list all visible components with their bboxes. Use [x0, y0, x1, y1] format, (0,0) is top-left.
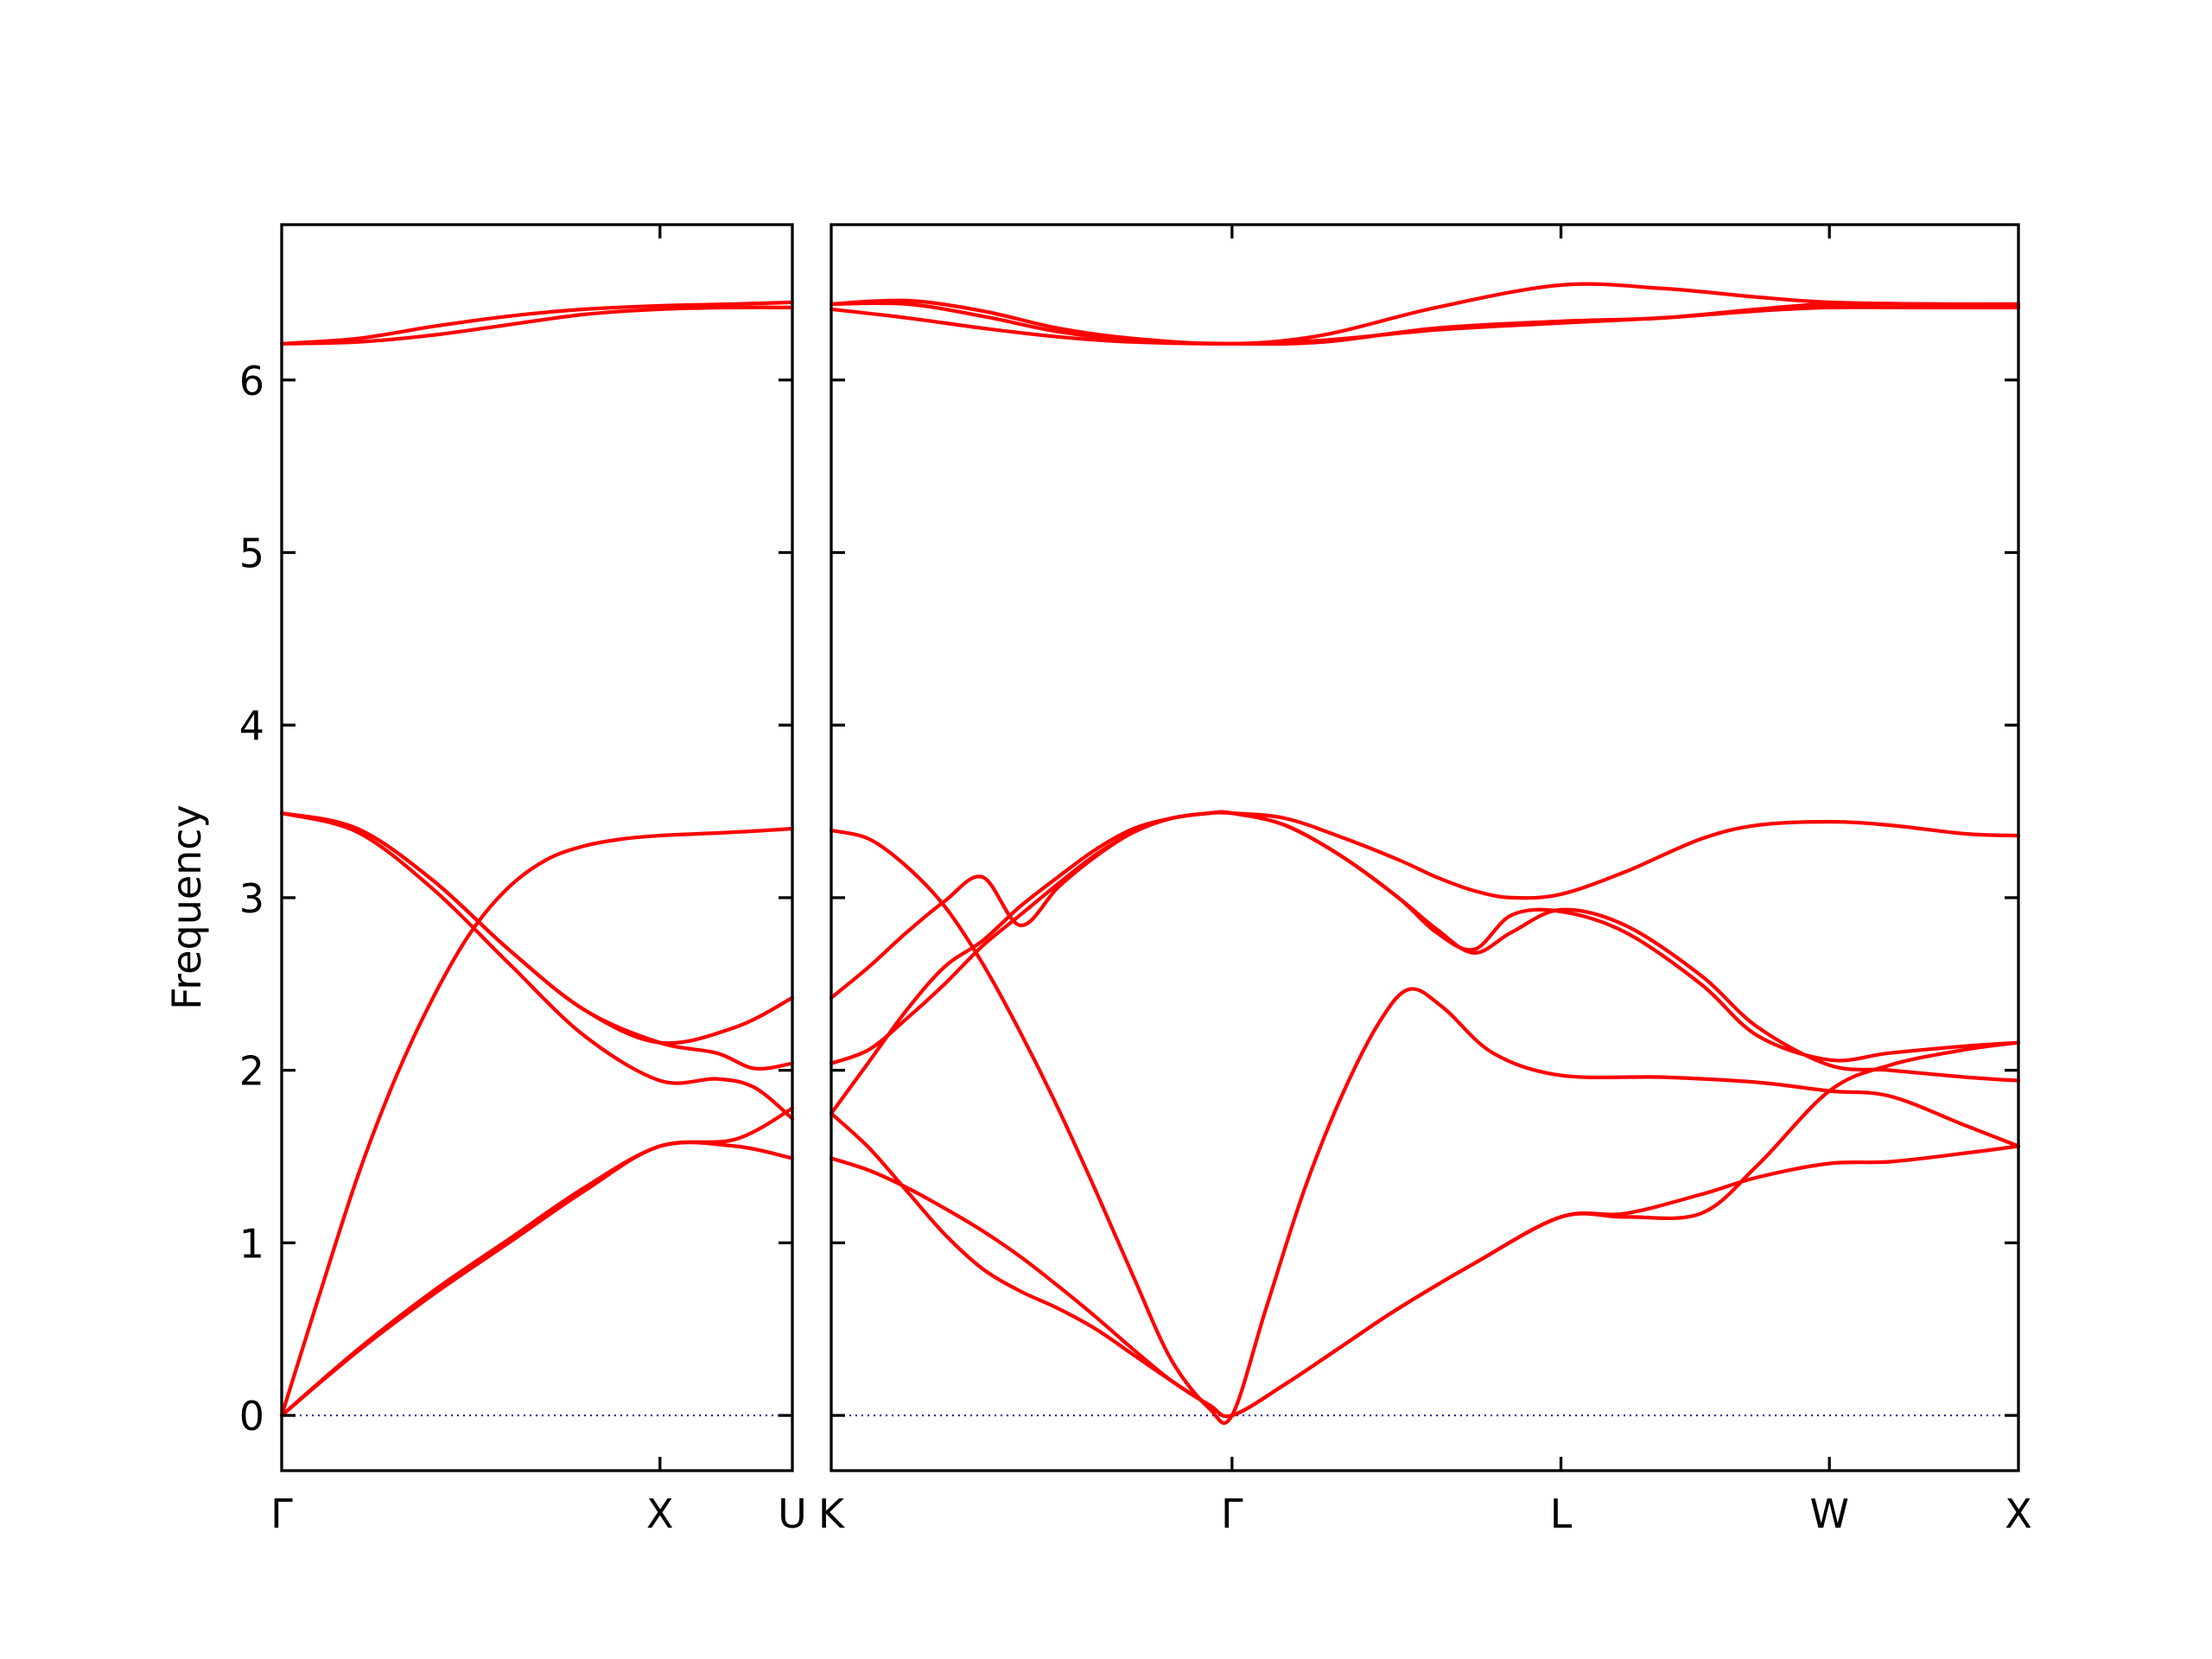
band-line-panel-2-3: [829, 828, 2021, 1425]
y-tick-label-1: 1: [239, 1220, 264, 1267]
x-tick-label-panel-2-1: Γ: [1221, 1491, 1243, 1537]
y-tick-label-3: 3: [239, 875, 264, 922]
y-tick-label-2: 2: [239, 1048, 264, 1095]
band-line-panel-2-5: [829, 810, 2021, 1116]
axis-frames: [280, 223, 2020, 1472]
x-tick-label-panel-2-3: W: [1809, 1491, 1848, 1537]
band-line-panel-1-4: [279, 811, 795, 1121]
band-line-panel-1-2: [279, 1106, 795, 1418]
x-tick-label-panel-2-0: K: [818, 1491, 846, 1537]
band-line-panel-2-8: [829, 301, 2021, 346]
axis-frame-panel-1: [280, 223, 794, 1472]
phonon-bands: [279, 282, 2021, 1425]
band-line-panel-2-2: [829, 1040, 2021, 1419]
x-tick-label-panel-2-4: X: [2005, 1491, 2032, 1537]
y-tick-label-5: 5: [239, 530, 264, 576]
axis-frame-panel-2: [830, 223, 2020, 1472]
band-line-panel-1-6: [279, 811, 795, 1046]
y-tick-label-0: 0: [239, 1393, 264, 1440]
y-tick-label-4: 4: [239, 702, 264, 749]
band-line-panel-1-8: [279, 300, 795, 346]
y-axis-label: Frequency: [163, 804, 210, 1010]
band-line-panel-2-6: [829, 810, 2021, 1000]
x-tick-label-panel-1-2: U: [778, 1491, 807, 1537]
band-line-panel-1-7: [279, 305, 795, 346]
tick-labels: 0 1 2 3 4 5 6 Γ X U K Γ L W X: [239, 358, 2032, 1537]
band-line-panel-2-9: [829, 282, 2021, 346]
y-tick-label-6: 6: [239, 358, 264, 404]
x-tick-label-panel-1-0: Γ: [270, 1491, 293, 1537]
x-tick-label-panel-1-1: X: [646, 1491, 674, 1537]
axis-ticks: [282, 225, 2018, 1471]
x-tick-label-panel-2-2: L: [1550, 1491, 1573, 1537]
